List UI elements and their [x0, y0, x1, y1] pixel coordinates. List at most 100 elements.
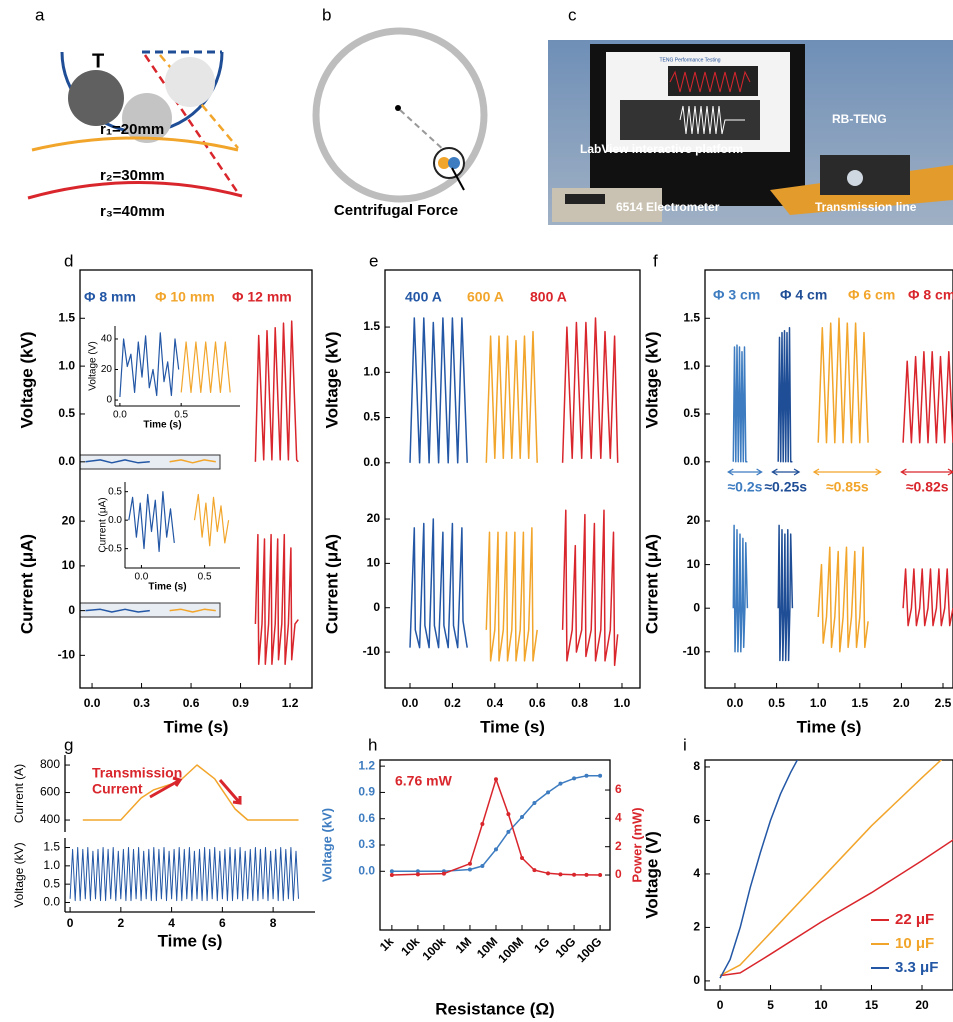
page: a T r₁=20mm r₂=30mm r₃=40mm b Centrifuga… — [0, 0, 953, 1022]
data-line — [778, 328, 792, 462]
x-tick-label: 5 — [767, 998, 774, 1012]
span-label: ≈0.82s — [906, 479, 949, 495]
y-tick-label: 1.5 — [43, 840, 60, 854]
legend-entry: Φ 8 cm — [908, 287, 953, 303]
x-tick-label: 15 — [865, 998, 879, 1012]
data-line — [486, 332, 537, 463]
y-tick-label: 1.5 — [363, 319, 380, 333]
photo-label: 6514 Electrometer — [616, 200, 720, 214]
annotation-arrow — [150, 778, 180, 797]
y-axis-label: Voltage (kV) — [322, 332, 341, 429]
x-tick-label: 10 — [814, 998, 828, 1012]
data-point — [572, 873, 576, 877]
inset-y-tick-label: 0 — [106, 395, 112, 406]
x-tick-label: 0.3 — [133, 696, 150, 710]
span-label: ≈0.25s — [764, 479, 807, 495]
data-line — [70, 848, 298, 901]
data-line — [818, 318, 868, 442]
caption: Centrifugal Force — [334, 202, 458, 219]
legend-entry: 400 A — [405, 289, 442, 305]
y-tick-label: 400 — [40, 812, 60, 826]
data-point — [532, 801, 536, 805]
panel-label: f — [653, 251, 658, 270]
data-line — [195, 495, 229, 546]
data-line — [255, 321, 298, 462]
x-axis-label: Resistance (Ω) — [435, 999, 554, 1018]
y-axis-label: Voltage (kV) — [319, 808, 334, 882]
legend-entry: Φ 6 cm — [848, 287, 895, 303]
y-tick-label: 8 — [693, 759, 700, 773]
data-line — [563, 510, 618, 665]
x-tick-label: 2.0 — [893, 696, 910, 710]
x-tick-label: 2.5 — [935, 696, 952, 710]
data-line — [903, 352, 953, 443]
screen-title: TENG Performance Testing — [659, 57, 720, 63]
y-tick-label: 0.0 — [43, 895, 60, 909]
x-axis-label: Time (s) — [158, 931, 223, 950]
legend-entry: 600 A — [467, 289, 504, 305]
y-tick-label: -10 — [58, 648, 76, 662]
ball-label: T — [92, 50, 104, 72]
y-axis-label: Current (μA) — [642, 534, 661, 634]
x-tick-label: 0.9 — [232, 696, 249, 710]
x-tick-label: 0 — [67, 916, 74, 930]
x-tick-label: 1G — [531, 934, 552, 955]
x-tick-label: 6 — [219, 916, 226, 930]
y-axis-label: Current (μA) — [322, 534, 341, 634]
y-tick-label: 0.0 — [683, 454, 700, 468]
data-point — [520, 815, 524, 819]
data-point — [480, 864, 484, 868]
y-tick-label: 10 — [62, 558, 76, 572]
y-tick-label: 1.0 — [363, 364, 380, 378]
x-tick-label: 0.0 — [402, 696, 419, 710]
legend-entry: 22 μF — [895, 911, 934, 928]
inset-y-label: Voltage (V) — [88, 341, 99, 390]
diagram-b: Centrifugal Force — [316, 31, 484, 219]
y-tick-label: 0 — [68, 603, 75, 617]
data-point — [506, 812, 510, 816]
y-tick-label: 600 — [40, 785, 60, 799]
legend-entry: 3.3 μF — [895, 959, 938, 976]
x-tick-label: 0.6 — [529, 696, 546, 710]
panel-label: i — [683, 735, 687, 754]
y-tick-label: 20 — [367, 511, 381, 525]
y-axis-label: Voltage (kV) — [12, 842, 26, 907]
span-label: ≈0.85s — [826, 479, 869, 495]
y-tick-label: 10 — [687, 557, 701, 571]
y2-tick-label: 2 — [615, 839, 622, 853]
legend-entry: Φ 3 cm — [713, 287, 760, 303]
data-point — [494, 847, 498, 851]
photo-label: LabView interactive platform — [580, 142, 743, 156]
x-tick-label: 100G — [574, 934, 605, 965]
data-point — [532, 868, 536, 872]
data-line — [392, 776, 600, 872]
panel-label: e — [369, 251, 378, 270]
data-point — [572, 776, 576, 780]
y-axis-label: Voltage (kV) — [17, 332, 36, 429]
y-tick-label: 0.0 — [363, 455, 380, 469]
x-tick-label: 0.5 — [768, 696, 785, 710]
outer-ring — [28, 182, 242, 198]
y-tick-label: 1.0 — [43, 858, 60, 872]
y-tick-label: 0.3 — [358, 837, 375, 851]
display — [565, 194, 605, 204]
y-tick-label: 0 — [693, 973, 700, 987]
inset-y-label: Current (μA) — [98, 497, 109, 552]
inset-x-tick-label: 0.5 — [198, 572, 212, 583]
data-line — [129, 492, 175, 552]
x-axis-label: Time (s) — [480, 717, 545, 736]
y2-tick-label: 4 — [615, 811, 622, 825]
inset-y-tick-label: 0.0 — [108, 515, 122, 526]
y2-tick-label: 6 — [615, 782, 622, 796]
data-point — [598, 774, 602, 778]
rb-teng-ball — [847, 170, 863, 186]
x-tick-label: 0.8 — [571, 696, 588, 710]
data-point — [468, 862, 472, 866]
y-tick-label: 0.5 — [683, 406, 700, 420]
data-line — [778, 525, 792, 660]
y-tick-label: 1.5 — [58, 310, 75, 324]
y-tick-label: 1.5 — [683, 310, 700, 324]
photo-c: TENG Performance Testing LabView interac… — [548, 40, 953, 225]
y-tick-label: 6 — [693, 813, 700, 827]
y-axis-label: Current (A) — [12, 764, 26, 823]
